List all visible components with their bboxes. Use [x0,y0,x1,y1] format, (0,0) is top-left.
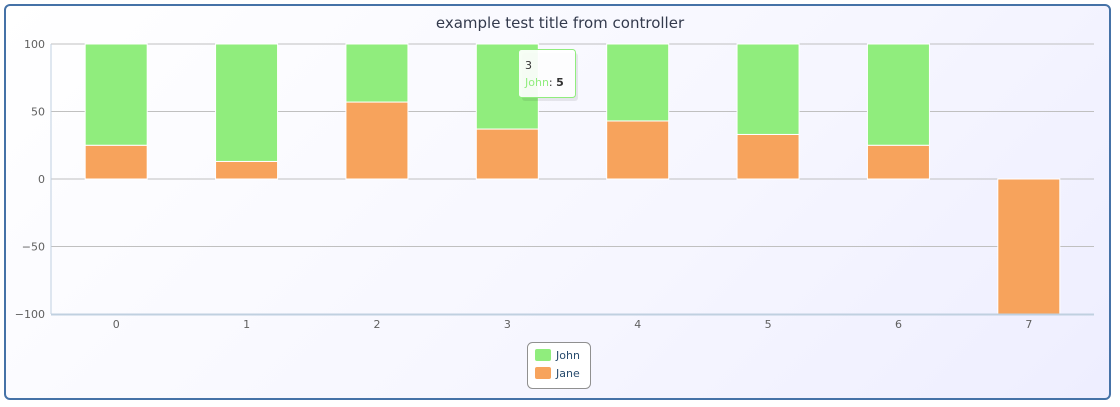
x-tick-label: 3 [504,318,511,331]
y-tick-label: 0 [38,173,45,186]
bar-john-2[interactable] [345,43,409,103]
bar-jane-7[interactable] [997,178,1061,315]
legend-swatch-jane[interactable] [535,367,551,379]
bar-jane-3[interactable] [475,128,539,180]
x-tick-label: 7 [1025,318,1032,331]
bar-john-1[interactable] [215,43,279,162]
tooltip-category: 3 [525,59,532,72]
tooltip-colon: : [549,76,556,89]
tooltip-series-label: John: 5 [524,76,564,89]
bar-jane-2[interactable] [345,101,409,180]
x-tick-label: 0 [113,318,120,331]
bar-john-4[interactable] [606,43,670,122]
tooltip-value: 5 [556,76,564,89]
chart-title: example test title from controller [436,14,685,32]
legend-swatch-john[interactable] [535,349,551,361]
y-tick-label: −100 [15,308,45,321]
x-tick-label: 1 [243,318,250,331]
bar-jane-5[interactable] [736,133,800,180]
x-tick-label: 4 [634,318,641,331]
legend-label-jane[interactable]: Jane [555,367,580,380]
tooltip: 3 John: 5 [518,49,578,101]
x-axis: 0 1 2 3 4 5 6 7 [51,313,1094,331]
y-axis: 100 50 0 −50 −100 [15,38,52,321]
bar-john-0[interactable] [84,43,148,146]
tooltip-box [518,49,576,98]
y-tick-label: 100 [24,38,45,51]
x-tick-label: 2 [373,318,380,331]
tooltip-series-name: John [524,76,549,89]
legend-label-john[interactable]: John [555,349,580,362]
bar-jane-6[interactable] [866,144,930,180]
bar-john-5[interactable] [736,43,800,135]
bar-jane-0[interactable] [84,144,148,180]
bar-john-6[interactable] [866,43,930,146]
x-tick-label: 6 [895,318,902,331]
y-tick-label: −50 [22,241,45,254]
bars [84,43,1061,315]
legend[interactable]: John Jane [527,342,591,389]
bar-jane-1[interactable] [215,160,279,180]
y-tick-label: 50 [31,106,45,119]
bar-jane-4[interactable] [606,120,670,180]
x-tick-label: 5 [765,318,772,331]
